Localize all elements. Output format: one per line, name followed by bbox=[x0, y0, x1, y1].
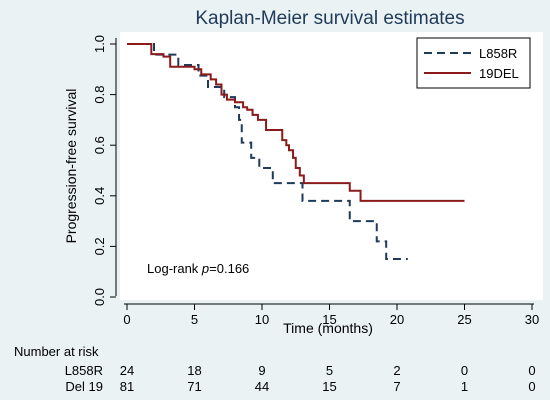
legend-box bbox=[416, 37, 531, 89]
risk-count: 18 bbox=[187, 363, 201, 378]
risk-count: 0 bbox=[528, 363, 535, 378]
x-tick-label: 0 bbox=[123, 312, 130, 327]
y-axis-label: Progression-free survival bbox=[63, 89, 79, 244]
x-tick-label: 10 bbox=[255, 312, 269, 327]
survival-curves bbox=[127, 43, 465, 261]
y-tick-label: 1.0 bbox=[92, 35, 107, 53]
risk-count: 81 bbox=[120, 379, 134, 394]
x-tick-label: 15 bbox=[322, 312, 336, 327]
risk-count: 71 bbox=[187, 379, 201, 394]
annotation-p: p bbox=[201, 261, 209, 276]
legend-label-19del: 19DEL bbox=[479, 66, 519, 81]
survival-curve-19del bbox=[127, 43, 465, 202]
risk-count: 15 bbox=[322, 379, 336, 394]
y-tick-label: 0.6 bbox=[92, 136, 107, 154]
legend: L858R 19DEL bbox=[416, 37, 531, 89]
risk-count: 0 bbox=[528, 379, 535, 394]
risk-count: 9 bbox=[258, 363, 265, 378]
risk-count: 24 bbox=[120, 363, 134, 378]
chart-title: Kaplan-Meier survival estimates bbox=[195, 8, 464, 29]
annotation-prefix: Log-rank bbox=[147, 261, 202, 276]
x-axis-label: Time (months) bbox=[283, 320, 373, 336]
risk-count: 2 bbox=[393, 363, 400, 378]
x-ticks: 0 5 10 15 20 25 30 bbox=[123, 304, 539, 327]
x-tick-label: 20 bbox=[390, 312, 404, 327]
y-ticks: 0.0 0.2 0.4 0.6 0.8 1.0 bbox=[92, 35, 116, 306]
y-tick-label: 0.2 bbox=[92, 237, 107, 255]
risk-count: 7 bbox=[393, 379, 400, 394]
y-tick-label: 0.0 bbox=[92, 288, 107, 306]
y-tick-label: 0.8 bbox=[92, 86, 107, 104]
annotation-suffix: =0.166 bbox=[209, 261, 249, 276]
risk-count: 5 bbox=[326, 363, 333, 378]
risk-row-label: L858R bbox=[65, 363, 103, 378]
x-tick-label: 30 bbox=[525, 312, 539, 327]
risk-count: 0 bbox=[461, 363, 468, 378]
x-tick-label: 25 bbox=[457, 312, 471, 327]
x-tick-label: 5 bbox=[191, 312, 198, 327]
log-rank-annotation: Log-rank p=0.166 bbox=[147, 261, 249, 276]
y-tick-label: 0.4 bbox=[92, 187, 107, 205]
risk-count: 1 bbox=[461, 379, 468, 394]
risk-count: 44 bbox=[255, 379, 269, 394]
risk-row-label: Del 19 bbox=[65, 379, 103, 394]
risk-table-header: Number at risk bbox=[14, 344, 99, 359]
legend-label-l858r: L858R bbox=[479, 46, 517, 61]
